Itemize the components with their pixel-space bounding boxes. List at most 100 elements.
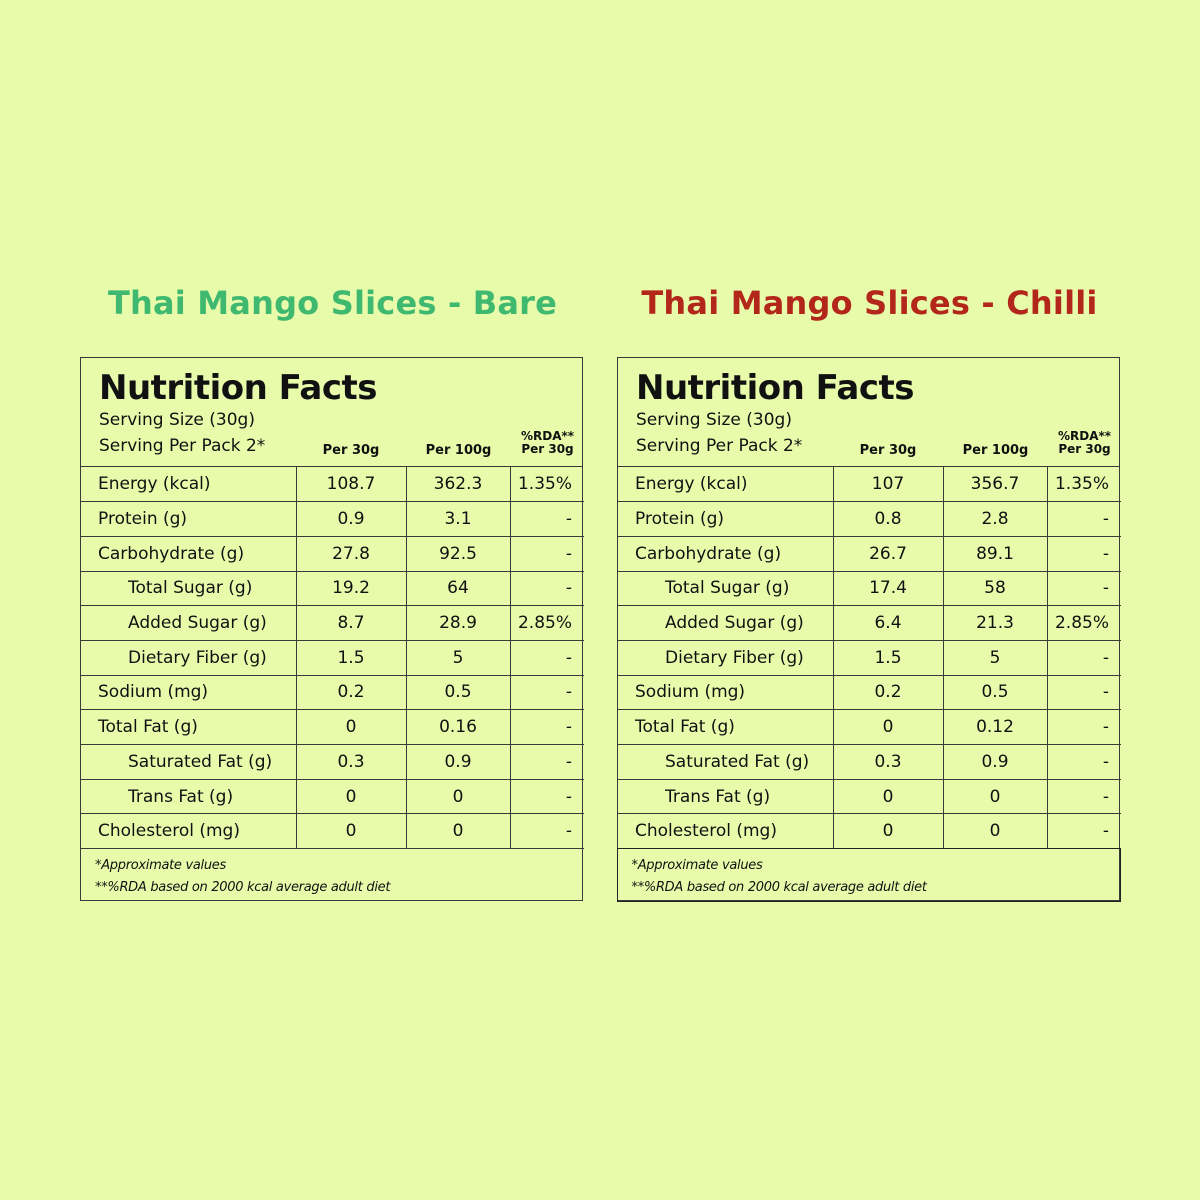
value-per30g: 1.5 (833, 640, 944, 676)
table-row: Sodium (mg) 0.2 0.5- (618, 675, 1121, 711)
nutrition-facts-heading: Nutrition Facts (636, 368, 914, 408)
value-rda: 1.35% (1047, 467, 1121, 503)
serving-size: Serving Size (30g) (99, 410, 255, 430)
value-per30g: 108.7 (296, 467, 407, 503)
value-per30g: 0 (833, 813, 944, 850)
nutrition-table: Energy (kcal) 108.7 362.3 1.35% Protein (g) 0… (81, 467, 584, 850)
table-row: Dietary Fiber (g) 1.5 5- (618, 640, 1121, 676)
value-per100g: 0 (943, 813, 1048, 850)
value-rda: - (1047, 571, 1121, 607)
nutrition-panel-bare: Nutrition Facts Serving Size (30g) Servi… (80, 357, 584, 901)
value-per30g: 26.7 (833, 536, 944, 572)
table-row: Carbohydrate (g) 27.8 92.5- (81, 536, 584, 572)
table-row: Dietary Fiber (g) 1.5 5- (81, 640, 584, 676)
footnotes: *Approximate values **%RDA based on 2000… (616, 847, 1121, 902)
nutrition-panel-chilli: Nutrition Facts Serving Size (30g) Servi… (616, 357, 1121, 902)
table-row: Saturated Fat (g) 0.3 0.9- (81, 744, 584, 780)
nutrient-label: Protein (g) (81, 501, 297, 537)
value-per100g: 0.5 (943, 675, 1048, 711)
value-per100g: 5 (943, 640, 1048, 676)
value-rda: - (510, 501, 584, 537)
col-header-rda-line1: %RDA** (520, 429, 575, 443)
nutrient-label: Dietary Fiber (g) (618, 640, 834, 676)
serving-size: Serving Size (30g) (636, 410, 792, 430)
value-rda: - (1047, 779, 1121, 815)
table-row: Total Fat (g) 0 0.16- (81, 709, 584, 745)
value-per30g: 0 (296, 709, 407, 745)
footnote-rda: **%RDA based on 2000 kcal average adult … (631, 879, 927, 895)
table-row: Total Sugar (g) 17.4 58- (618, 571, 1121, 607)
footnote-rda: **%RDA based on 2000 kcal average adult … (95, 880, 391, 896)
nutrient-label: Trans Fat (g) (81, 779, 297, 815)
value-rda: - (510, 640, 584, 676)
footnote-approx: *Approximate values (631, 857, 763, 873)
table-row: Added Sugar (g) 6.4 21.3 2.85% (618, 605, 1121, 641)
table-row: Sodium (mg) 0.2 0.5- (81, 675, 584, 711)
col-header-rda-line2: Per 30g (1058, 442, 1111, 456)
nutrient-label: Added Sugar (g) (81, 605, 297, 641)
value-per30g: 107 (833, 467, 944, 503)
nutrient-label: Total Fat (g) (81, 709, 297, 745)
table-row: Trans Fat (g) 0 0- (81, 779, 584, 815)
serving-per-pack: Serving Per Pack 2* (99, 436, 266, 456)
nutrient-label: Dietary Fiber (g) (81, 640, 297, 676)
value-rda: - (1047, 709, 1121, 745)
value-per100g: 28.9 (406, 605, 511, 641)
value-per30g: 27.8 (296, 536, 407, 572)
value-rda: 2.85% (1047, 605, 1121, 641)
value-rda: - (1047, 813, 1121, 850)
value-per100g: 0.9 (943, 744, 1048, 780)
table-row: Total Sugar (g) 19.2 64- (81, 571, 584, 607)
nutrition-header: Nutrition Facts Serving Size (30g) Servi… (618, 358, 1119, 467)
nutrient-label: Added Sugar (g) (618, 605, 834, 641)
nutrition-facts-heading: Nutrition Facts (99, 368, 377, 408)
table-row: Cholesterol (mg) 0 0- (81, 813, 584, 850)
nutrient-label: Saturated Fat (g) (81, 744, 297, 780)
nutrient-label: Sodium (mg) (618, 675, 834, 711)
nutrient-label: Cholesterol (mg) (618, 813, 834, 850)
nutrient-label: Total Sugar (g) (618, 571, 834, 607)
value-per30g: 0.2 (833, 675, 944, 711)
value-per30g: 0 (296, 813, 407, 850)
nutrient-label: Cholesterol (mg) (81, 813, 297, 850)
value-per100g: 0.16 (406, 709, 511, 745)
table-row: Energy (kcal) 108.7 362.3 1.35% (81, 467, 584, 503)
col-header-rda: %RDA** Per 30g (511, 430, 584, 456)
value-per30g: 0.8 (833, 501, 944, 537)
nutrient-label: Carbohydrate (g) (618, 536, 834, 572)
product-title-bare: Thai Mango Slices - Bare (107, 284, 558, 322)
value-per100g: 0 (406, 813, 511, 850)
value-rda: - (510, 813, 584, 850)
value-per100g: 5 (406, 640, 511, 676)
footnote-approx: *Approximate values (95, 858, 226, 874)
nutrient-label: Carbohydrate (g) (81, 536, 297, 572)
table-row: Trans Fat (g) 0 0- (618, 779, 1121, 815)
col-header-per30: Per 30g (322, 443, 380, 458)
value-per30g: 0.3 (296, 744, 407, 780)
value-rda: - (510, 571, 584, 607)
footnotes: *Approximate values **%RDA based on 2000… (81, 849, 582, 899)
value-per30g: 0 (833, 709, 944, 745)
value-per30g: 0 (296, 779, 407, 815)
nutrient-label: Total Sugar (g) (81, 571, 297, 607)
nutrient-label: Energy (kcal) (618, 467, 834, 503)
value-per100g: 0.5 (406, 675, 511, 711)
value-per30g: 0.2 (296, 675, 407, 711)
value-per100g: 64 (406, 571, 511, 607)
table-row: Protein (g) 0.9 3.1- (81, 501, 584, 537)
value-rda: 2.85% (510, 605, 584, 641)
table-row: Protein (g) 0.8 2.8- (618, 501, 1121, 537)
nutrient-label: Sodium (mg) (81, 675, 297, 711)
value-per100g: 0.12 (943, 709, 1048, 745)
value-rda: - (510, 779, 584, 815)
value-per30g: 0.9 (296, 501, 407, 537)
col-header-rda-line2: Per 30g (521, 442, 574, 456)
table-row: Added Sugar (g) 8.7 28.9 2.85% (81, 605, 584, 641)
value-per100g: 0 (943, 779, 1048, 815)
product-title-chilli: Thai Mango Slices - Chilli (641, 284, 1098, 322)
value-rda: - (1047, 640, 1121, 676)
nutrient-label: Trans Fat (g) (618, 779, 834, 815)
table-row: Energy (kcal) 107 356.7 1.35% (618, 467, 1121, 503)
value-per100g: 58 (943, 571, 1048, 607)
table-row: Saturated Fat (g) 0.3 0.9- (618, 744, 1121, 780)
